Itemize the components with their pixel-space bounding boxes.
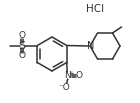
Text: O: O [75,71,82,80]
Text: N: N [87,41,95,51]
Text: S: S [19,40,26,50]
Text: HCl: HCl [86,4,104,14]
Text: N: N [64,71,71,80]
Text: O: O [19,51,26,60]
Text: +: + [68,71,74,77]
Text: O: O [19,31,26,40]
Text: ⁻O: ⁻O [59,83,71,91]
